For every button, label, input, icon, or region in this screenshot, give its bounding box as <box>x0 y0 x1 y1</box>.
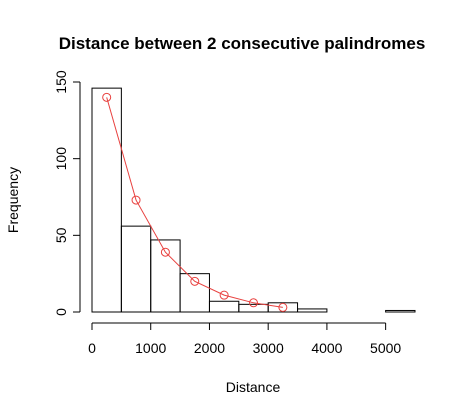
x-tick-label-4: 4000 <box>311 340 342 356</box>
density-overlay <box>102 92 288 312</box>
overlay-point-4 <box>219 290 229 300</box>
x-tick-label-1: 1000 <box>135 340 166 356</box>
x-tick-label-0: 0 <box>88 340 96 356</box>
y-tick-label-2: 100 <box>53 147 69 171</box>
histogram-bar-4 <box>208 300 240 313</box>
histogram-bar-10 <box>385 309 416 313</box>
overlay-point-3 <box>190 276 200 286</box>
histogram-bar-0 <box>91 87 122 313</box>
histogram-bars <box>91 87 416 313</box>
overlay-point-2 <box>160 247 170 257</box>
x-axis-label: Distance <box>226 379 281 395</box>
overlay-point-5 <box>249 298 258 308</box>
histogram-bar-1 <box>120 225 152 313</box>
y-tick-label-3: 150 <box>53 70 69 94</box>
y-axis: 0 50 100 150 <box>53 70 81 316</box>
x-axis: 0 1000 2000 3000 4000 5000 <box>88 322 401 356</box>
y-tick-label-1: 50 <box>53 227 69 243</box>
histogram-bar-7 <box>297 308 328 313</box>
histogram-bar-5 <box>238 303 269 313</box>
histogram-bar-6 <box>267 302 299 313</box>
x-tick-label-3: 3000 <box>253 340 284 356</box>
y-tick-label-0: 0 <box>53 308 69 316</box>
histogram-bar-2 <box>150 239 181 313</box>
overlay-point-1 <box>131 195 141 205</box>
overlay-point-0 <box>102 92 112 102</box>
overlay-point-6 <box>278 302 288 312</box>
x-tick-label-5: 5000 <box>370 340 401 356</box>
chart-title: Distance between 2 consecutive palindrom… <box>59 34 426 53</box>
x-tick-label-2: 2000 <box>194 340 225 356</box>
y-axis-label: Frequency <box>5 167 21 233</box>
overlay-line <box>106 97 283 308</box>
histogram-bar-3 <box>179 273 210 313</box>
